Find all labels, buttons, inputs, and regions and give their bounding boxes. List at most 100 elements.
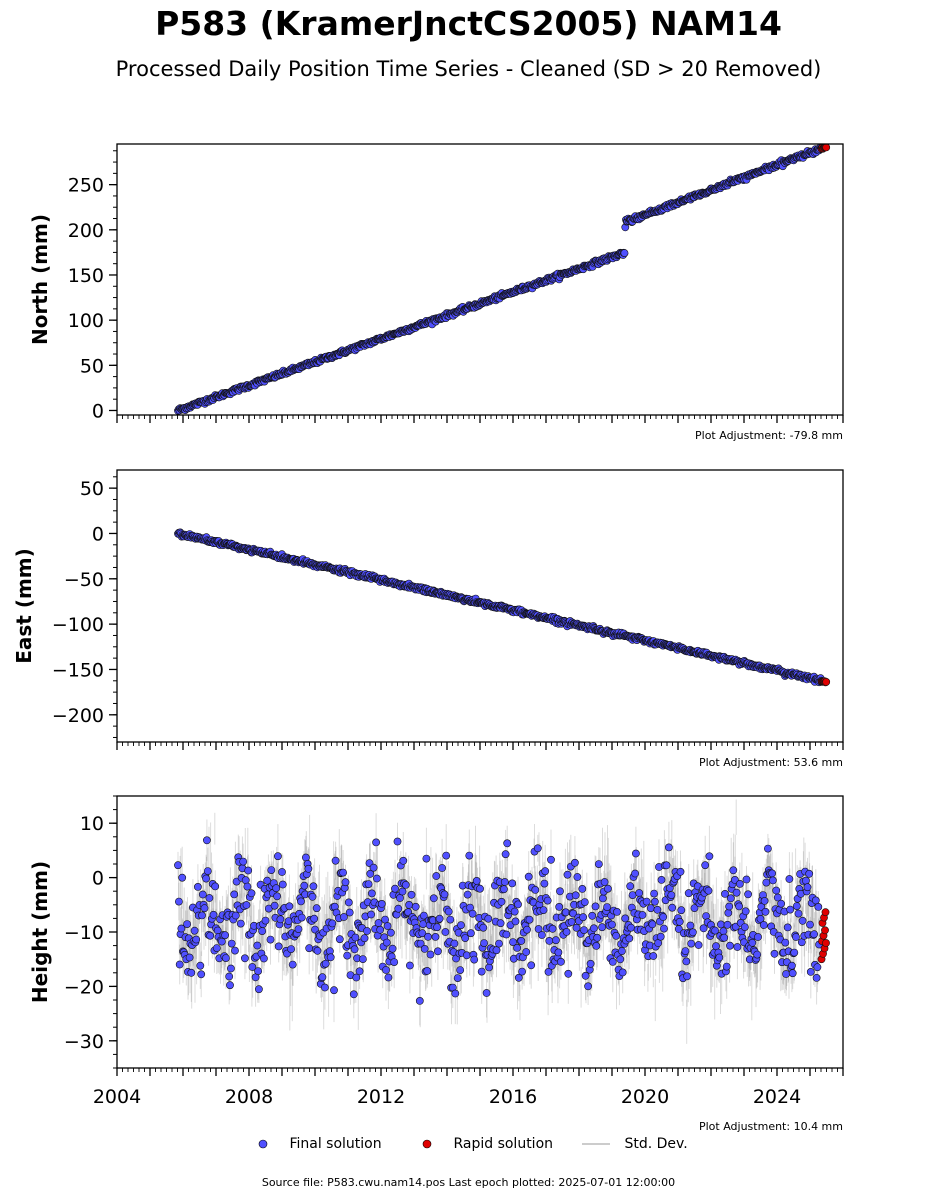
final-point — [764, 844, 772, 853]
rapid-marker-icon — [422, 1139, 432, 1149]
y-tick-label: 100 — [68, 310, 104, 332]
final-point — [374, 919, 383, 927]
final-point — [177, 924, 186, 933]
final-point — [345, 908, 354, 917]
final-point — [513, 944, 521, 952]
final-point — [501, 850, 510, 859]
final-point — [524, 872, 533, 881]
final-point — [198, 911, 206, 920]
final-point — [272, 884, 281, 893]
final-point — [451, 989, 460, 998]
final-point — [593, 933, 602, 942]
plot-adjustment-note: Plot Adjustment: -79.8 mm — [695, 429, 843, 442]
final-point — [497, 897, 506, 906]
final-point — [305, 944, 314, 953]
plot-area — [174, 799, 830, 1044]
final-point — [429, 894, 438, 903]
final-point — [261, 916, 270, 925]
final-point — [484, 914, 493, 923]
plot-adjustment-note: Plot Adjustment: 53.6 mm — [699, 756, 843, 769]
rapid-point — [822, 939, 830, 947]
final-point — [665, 843, 673, 852]
final-point — [221, 954, 230, 962]
y-tick-label: 250 — [68, 175, 104, 197]
final-point — [221, 931, 229, 940]
final-point — [197, 970, 206, 979]
final-point — [411, 902, 420, 911]
final-point — [477, 967, 486, 976]
final-point — [689, 928, 697, 937]
final-point — [416, 939, 425, 948]
y-tick-label: 200 — [68, 220, 104, 242]
y-tick-label: 10 — [80, 813, 104, 835]
final-point — [770, 949, 779, 958]
final-point — [360, 934, 369, 943]
final-point — [300, 881, 309, 890]
final-point — [540, 879, 549, 888]
final-point — [198, 890, 207, 899]
final-point — [461, 934, 470, 942]
final-point — [278, 868, 286, 876]
final-point — [756, 915, 765, 923]
final-point — [369, 863, 378, 872]
final-point — [662, 861, 671, 870]
final-point — [599, 894, 607, 903]
x-tick-label: 2004 — [93, 1086, 141, 1108]
final-point — [578, 885, 587, 893]
final-point — [390, 958, 399, 966]
final-point — [185, 953, 194, 962]
final-point — [258, 927, 267, 935]
final-point — [545, 937, 554, 945]
final-point — [288, 960, 297, 969]
final-point — [193, 883, 202, 891]
final-point — [514, 973, 523, 982]
final-point — [608, 958, 617, 966]
final-point — [192, 935, 201, 944]
final-point — [772, 886, 781, 895]
final-point — [635, 889, 644, 897]
final-point — [432, 872, 441, 880]
final-point — [620, 249, 629, 257]
final-point — [571, 858, 579, 867]
final-point — [719, 927, 728, 936]
final-point — [384, 973, 393, 982]
final-point — [244, 866, 253, 875]
chart-subtitle: Processed Daily Position Time Series - C… — [115, 57, 822, 81]
y-tick-label: −50 — [64, 569, 104, 591]
final-point — [571, 891, 580, 900]
final-point — [726, 894, 735, 903]
final-point — [508, 879, 517, 888]
final-point — [810, 930, 818, 939]
final-point — [209, 910, 218, 919]
y-tick-label: −150 — [52, 659, 104, 681]
x-tick-label: 2012 — [357, 1086, 405, 1108]
final-point — [444, 907, 453, 916]
final-point — [785, 875, 794, 883]
final-point — [304, 864, 313, 873]
final-point — [446, 915, 455, 924]
final-point — [814, 903, 823, 911]
final-point — [631, 869, 639, 878]
final-point — [687, 939, 696, 948]
final-point — [723, 920, 732, 929]
final-point — [341, 878, 350, 887]
final-point — [372, 874, 381, 883]
final-point — [190, 926, 199, 935]
final-point — [339, 913, 348, 921]
final-point — [715, 953, 724, 962]
final-point — [541, 867, 550, 876]
final-point — [618, 968, 627, 977]
y-tick-label: −30 — [64, 1031, 104, 1053]
final-point — [438, 864, 446, 872]
final-point — [642, 897, 651, 906]
final-point — [690, 904, 699, 912]
final-point — [753, 950, 762, 959]
final-point — [720, 933, 729, 942]
final-point — [567, 918, 576, 926]
final-point — [259, 954, 268, 963]
final-point — [522, 948, 531, 956]
final-point — [686, 921, 695, 930]
y-tick-label: −100 — [52, 614, 104, 636]
final-point — [717, 920, 725, 929]
final-point — [456, 966, 465, 974]
